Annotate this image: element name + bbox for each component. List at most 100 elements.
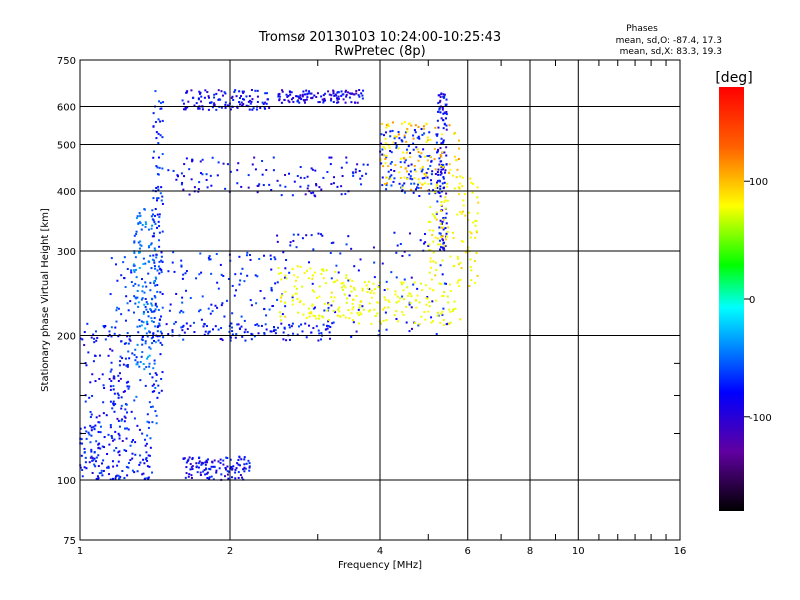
data-point [429, 249, 432, 252]
data-point [268, 308, 271, 311]
data-point [451, 309, 454, 312]
data-point [116, 392, 119, 395]
data-point [438, 94, 441, 97]
data-point [152, 320, 155, 323]
data-point [442, 235, 445, 238]
data-point [154, 304, 157, 307]
data-point [322, 323, 325, 326]
data-point [443, 95, 446, 98]
data-point [145, 285, 148, 288]
data-point [439, 171, 442, 174]
data-point [402, 151, 405, 154]
data-point [156, 269, 159, 272]
data-point [318, 317, 321, 320]
data-point [444, 207, 447, 210]
data-point [456, 281, 459, 284]
data-point [444, 117, 447, 120]
data-point [145, 442, 148, 445]
data-point [259, 107, 262, 110]
data-point [234, 89, 237, 92]
data-point [426, 155, 429, 158]
data-point [208, 477, 211, 480]
data-point [470, 269, 473, 272]
data-point [147, 478, 150, 481]
data-point [337, 97, 340, 100]
data-point [188, 473, 191, 476]
data-point [439, 173, 442, 176]
data-point [226, 104, 229, 107]
data-point [197, 97, 200, 100]
data-point [425, 297, 428, 300]
data-point [441, 182, 444, 185]
data-point [92, 360, 95, 363]
data-point [198, 92, 201, 95]
data-point [238, 90, 241, 93]
data-point [393, 314, 396, 317]
data-point [237, 162, 240, 165]
data-point [289, 244, 292, 247]
data-point [217, 328, 220, 331]
data-point [311, 274, 314, 277]
data-point [456, 168, 459, 171]
data-point [235, 95, 238, 98]
data-point [427, 183, 430, 186]
data-point [418, 194, 421, 197]
data-point [139, 240, 142, 243]
data-point [382, 165, 385, 168]
data-point [320, 268, 323, 271]
data-point [150, 267, 153, 270]
data-point [433, 147, 436, 150]
data-point [145, 308, 148, 311]
data-point [399, 243, 402, 246]
data-point [149, 437, 152, 440]
data-point [470, 279, 473, 282]
data-point [313, 194, 316, 197]
data-point [349, 285, 352, 288]
data-point [436, 133, 439, 136]
y-tick-label: 750 [57, 56, 76, 67]
data-point [445, 212, 448, 215]
data-point [123, 256, 126, 259]
data-point [291, 194, 294, 197]
data-point [245, 95, 248, 98]
data-point [308, 315, 311, 318]
data-point [187, 458, 190, 461]
data-point [428, 243, 431, 246]
data-point [154, 308, 157, 311]
data-point [383, 296, 386, 299]
data-point [109, 426, 112, 429]
data-point [220, 273, 223, 276]
data-point [431, 300, 434, 303]
data-point [309, 92, 312, 95]
data-point [90, 448, 93, 451]
data-point [403, 121, 406, 124]
data-point [101, 373, 104, 376]
data-point [171, 331, 174, 334]
data-point [185, 289, 188, 292]
data-point [401, 254, 404, 257]
data-point [139, 461, 142, 464]
data-point [152, 235, 155, 238]
data-point [291, 299, 294, 302]
data-point [158, 245, 161, 248]
data-point [353, 265, 356, 268]
data-point [296, 265, 299, 268]
data-point [441, 310, 444, 313]
data-point [90, 429, 93, 432]
data-point [125, 403, 128, 406]
data-point [404, 159, 407, 162]
data-point [128, 357, 131, 360]
data-point [382, 319, 385, 322]
data-point [146, 434, 149, 437]
data-point [395, 317, 398, 320]
data-point [244, 467, 247, 470]
data-point [445, 232, 448, 235]
data-point [441, 313, 444, 316]
data-point [291, 296, 294, 299]
data-point [403, 182, 406, 185]
data-point [131, 452, 134, 455]
data-point [443, 151, 446, 154]
data-point [184, 476, 187, 479]
data-point [132, 264, 135, 267]
data-point [199, 91, 202, 94]
